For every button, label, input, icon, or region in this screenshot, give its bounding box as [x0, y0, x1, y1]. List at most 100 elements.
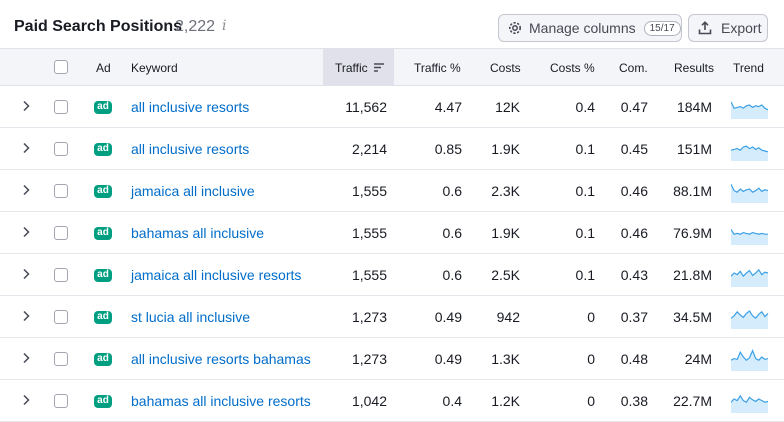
- expand-chevron-icon[interactable]: [21, 309, 31, 327]
- expand-chevron-icon[interactable]: [21, 393, 31, 411]
- cell-traffic: 11,562: [345, 99, 387, 115]
- ad-badge: ad: [94, 101, 112, 114]
- cell-costs: 942: [496, 309, 520, 325]
- cell-traffic: 1,273: [351, 351, 387, 367]
- cell-com: 0.47: [620, 99, 648, 115]
- expand-chevron-icon[interactable]: [21, 225, 31, 243]
- cell-results: 76.9M: [673, 225, 712, 241]
- trend-sparkline: [731, 183, 769, 203]
- cell-costs: 1.9K: [491, 141, 520, 157]
- col-com[interactable]: Com.: [619, 61, 648, 75]
- trend-sparkline: [731, 229, 768, 245]
- cell-traffic: 1,555: [351, 183, 387, 199]
- expand-chevron-icon[interactable]: [21, 351, 31, 369]
- expand-chevron-icon[interactable]: [21, 99, 31, 117]
- trend-area: [731, 350, 768, 371]
- ad-badge: ad: [94, 269, 112, 282]
- expand-chevron-icon[interactable]: [21, 141, 31, 159]
- keyword-link[interactable]: all inclusive resorts: [131, 99, 250, 115]
- cell-costs: 1.9K: [491, 225, 520, 241]
- trend-line: [731, 349, 769, 362]
- export-label: Export: [721, 20, 762, 36]
- expand-chevron-icon[interactable]: [21, 267, 31, 285]
- result-count: 2,222: [175, 18, 216, 35]
- cell-costs-pct: 0: [587, 393, 595, 409]
- cell-com: 0.37: [620, 309, 648, 325]
- manage-columns-label: Manage columns: [529, 20, 636, 36]
- table-row[interactable]: ad bahamas all inclusive resorts 1,042 0.4 1…: [0, 380, 784, 422]
- keyword-link[interactable]: bahamas all inclusive resorts: [131, 393, 311, 409]
- cell-traffic: 2,214: [351, 141, 387, 157]
- cell-costs-pct: 0: [587, 309, 595, 325]
- trend-line: [731, 268, 769, 278]
- table-row[interactable]: ad bahamas all inclusive 1,555 0.6 1.9K 0.1 0.…: [0, 212, 784, 254]
- col-traffic[interactable]: Traffic: [335, 61, 368, 75]
- table-row[interactable]: ad all inclusive resorts bahamas 1,273 0.49…: [0, 338, 784, 380]
- trend-line: [731, 310, 769, 320]
- row-checkbox[interactable]: [54, 100, 68, 114]
- cell-traffic: 1,273: [351, 309, 387, 325]
- cell-results: 184M: [676, 99, 712, 115]
- col-traffic-pct[interactable]: Traffic %: [414, 61, 461, 75]
- cell-costs-pct: 0.4: [575, 99, 595, 115]
- export-button[interactable]: Export: [688, 14, 768, 42]
- keyword-link[interactable]: jamaica all inclusive resorts: [131, 267, 302, 283]
- ad-badge: ad: [94, 353, 112, 366]
- cell-traffic-pct: 4.47: [434, 99, 462, 115]
- table-row[interactable]: ad st lucia all inclusive 1,273 0.49 942 0 0.3…: [0, 296, 784, 338]
- row-checkbox[interactable]: [54, 310, 68, 324]
- col-results[interactable]: Results: [674, 61, 715, 75]
- row-checkbox[interactable]: [54, 184, 68, 198]
- keyword-link[interactable]: all inclusive resorts: [131, 141, 250, 157]
- trend-line: [731, 183, 769, 193]
- keyword-link[interactable]: bahamas all inclusive: [131, 225, 265, 241]
- cell-traffic-pct: 0.4: [442, 393, 462, 409]
- columns-count-badge: 15/17: [643, 20, 681, 36]
- cell-costs-pct: 0.1: [575, 267, 595, 283]
- cell-costs: 1.3K: [491, 351, 520, 367]
- report-header: Paid Search Positions 2,222 i Manage col…: [0, 0, 784, 48]
- cell-com: 0.46: [620, 183, 648, 199]
- sort-icon[interactable]: [373, 61, 385, 79]
- keyword-link[interactable]: all inclusive resorts bahamas: [131, 351, 311, 367]
- info-icon[interactable]: i: [222, 18, 227, 34]
- trend-sparkline: [731, 310, 769, 329]
- col-keyword[interactable]: Keyword: [131, 61, 178, 75]
- export-icon: [698, 21, 712, 35]
- col-costs[interactable]: Costs: [490, 61, 521, 75]
- trend-sparkline: [731, 349, 769, 371]
- cell-traffic-pct: 0.49: [434, 351, 462, 367]
- row-checkbox[interactable]: [54, 226, 68, 240]
- select-all-checkbox[interactable]: [54, 60, 68, 74]
- table-row[interactable]: ad jamaica all inclusive 1,555 0.6 2.3K 0.1 0.…: [0, 170, 784, 212]
- row-checkbox[interactable]: [54, 268, 68, 282]
- col-ad: Ad: [96, 61, 111, 75]
- cell-results: 24M: [684, 351, 712, 367]
- row-checkbox[interactable]: [54, 142, 68, 156]
- trend-area: [731, 184, 768, 203]
- trend-line: [731, 145, 769, 153]
- trend-line: [731, 229, 768, 235]
- expand-chevron-icon[interactable]: [21, 183, 31, 201]
- cell-com: 0.48: [620, 351, 648, 367]
- col-costs-pct[interactable]: Costs %: [550, 61, 595, 75]
- table-row[interactable]: ad all inclusive resorts 11,562 4.47 12K 0.4 0…: [0, 86, 784, 128]
- keyword-link[interactable]: jamaica all inclusive: [131, 183, 255, 199]
- trend-area: [731, 101, 768, 119]
- ad-badge: ad: [94, 185, 112, 198]
- table-row[interactable]: ad jamaica all inclusive resorts 1,555 0.6 2…: [0, 254, 784, 296]
- cell-results: 34.5M: [673, 309, 712, 325]
- keyword-link[interactable]: st lucia all inclusive: [131, 309, 251, 325]
- row-checkbox[interactable]: [54, 394, 68, 408]
- row-checkbox[interactable]: [54, 352, 68, 366]
- cell-traffic-pct: 0.85: [434, 141, 462, 157]
- cell-costs-pct: 0.1: [575, 141, 595, 157]
- table-row[interactable]: ad all inclusive resorts 2,214 0.85 1.9K 0.1 0…: [0, 128, 784, 170]
- sorted-column-highlight: [323, 49, 394, 86]
- manage-columns-button[interactable]: Manage columns 15/17: [498, 14, 682, 42]
- cell-costs: 2.3K: [491, 183, 520, 199]
- cell-com: 0.45: [620, 141, 648, 157]
- trend-area: [731, 269, 768, 287]
- cell-traffic: 1,555: [351, 225, 387, 241]
- cell-com: 0.46: [620, 225, 648, 241]
